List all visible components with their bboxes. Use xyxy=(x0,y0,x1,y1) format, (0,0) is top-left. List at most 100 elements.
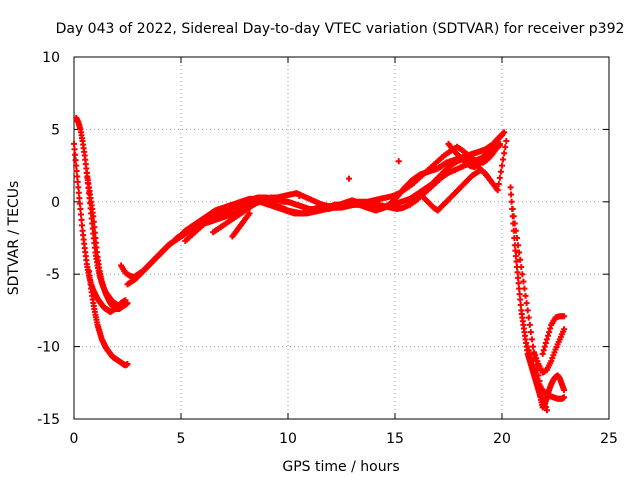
data-point xyxy=(497,168,504,175)
data-points xyxy=(71,114,568,414)
data-point xyxy=(513,258,520,265)
data-point xyxy=(539,394,546,401)
data-point xyxy=(511,220,518,227)
data-point xyxy=(499,162,505,169)
data-point xyxy=(519,271,526,278)
series-track-i xyxy=(229,129,508,240)
data-point xyxy=(531,350,538,357)
data-point xyxy=(503,137,510,144)
data-point xyxy=(246,210,253,217)
data-point xyxy=(72,151,79,158)
y-axis-label: SDTVAR / TECUs xyxy=(6,181,22,296)
data-point xyxy=(527,354,534,361)
y-tick-label: 0 xyxy=(51,195,60,211)
series-track-h xyxy=(210,143,493,236)
data-point xyxy=(73,168,80,175)
data-point xyxy=(539,350,546,357)
data-point xyxy=(517,296,524,303)
x-tick-label: 10 xyxy=(279,431,297,447)
data-point xyxy=(520,278,527,285)
series-track-j xyxy=(417,137,510,214)
data-point xyxy=(547,325,554,332)
data-point xyxy=(510,213,517,220)
data-point xyxy=(71,140,77,147)
data-point xyxy=(75,189,82,196)
data-point xyxy=(73,162,80,169)
series-track-a xyxy=(71,140,129,315)
y-tick-label: 5 xyxy=(51,122,60,138)
plot-frame xyxy=(73,56,610,420)
data-point xyxy=(561,326,568,333)
data-point xyxy=(516,291,523,298)
data-point xyxy=(513,235,520,241)
data-point xyxy=(533,361,540,368)
series-track-d xyxy=(85,268,131,369)
data-point xyxy=(545,332,552,339)
data-point xyxy=(535,372,542,379)
data-point xyxy=(524,307,531,314)
data-point xyxy=(496,174,503,181)
data-point xyxy=(536,377,543,384)
data-point xyxy=(345,175,352,182)
x-tick-label: 5 xyxy=(177,431,186,447)
data-point xyxy=(543,336,550,343)
data-point xyxy=(495,181,502,188)
data-point xyxy=(532,356,539,363)
data-point xyxy=(540,347,547,354)
data-point xyxy=(531,365,538,372)
data-point xyxy=(542,404,549,411)
data-point xyxy=(72,157,79,164)
x-axis-label: GPS time / hours xyxy=(282,459,399,475)
data-point xyxy=(516,249,523,256)
data-point xyxy=(525,347,532,354)
data-point xyxy=(500,156,507,163)
data-point xyxy=(90,213,97,220)
data-point xyxy=(524,343,531,350)
data-point xyxy=(542,339,549,346)
data-point xyxy=(75,184,82,191)
data-point xyxy=(546,329,553,336)
data-point xyxy=(78,216,85,223)
data-point xyxy=(76,195,83,202)
series-track-c xyxy=(83,169,131,312)
series-track-o xyxy=(509,206,550,414)
y-tick-label: -15 xyxy=(37,412,60,428)
data-point xyxy=(494,187,501,194)
data-point xyxy=(528,358,535,365)
data-point xyxy=(507,184,514,191)
data-point xyxy=(509,206,516,213)
data-point xyxy=(515,242,522,249)
data-point xyxy=(77,211,84,218)
data-point xyxy=(124,300,131,307)
data-point xyxy=(508,191,515,198)
series-track-k xyxy=(507,184,568,411)
data-point xyxy=(521,285,528,292)
data-point xyxy=(91,224,98,231)
chart-title: Day 043 of 2022, Sidereal Day-to-day VTE… xyxy=(56,21,625,37)
data-point xyxy=(516,285,523,292)
data-point xyxy=(541,400,548,407)
data-point xyxy=(74,173,81,180)
data-point xyxy=(91,229,98,236)
data-point xyxy=(512,227,519,234)
data-point xyxy=(74,178,81,185)
data-point xyxy=(530,343,537,350)
data-point xyxy=(296,193,303,200)
data-point xyxy=(496,142,503,149)
data-point xyxy=(71,146,78,153)
y-tick-label: -10 xyxy=(37,340,60,356)
data-point xyxy=(525,314,532,321)
series-track-n xyxy=(539,313,568,357)
data-point xyxy=(537,383,544,390)
data-point xyxy=(518,263,525,270)
data-point xyxy=(395,158,402,165)
y-tick-label: 10 xyxy=(42,50,60,66)
data-point xyxy=(501,150,508,157)
data-point xyxy=(79,222,86,229)
data-point xyxy=(517,301,524,308)
data-point xyxy=(502,144,509,151)
data-point xyxy=(534,367,541,374)
data-point xyxy=(522,292,529,299)
data-point xyxy=(508,198,515,205)
